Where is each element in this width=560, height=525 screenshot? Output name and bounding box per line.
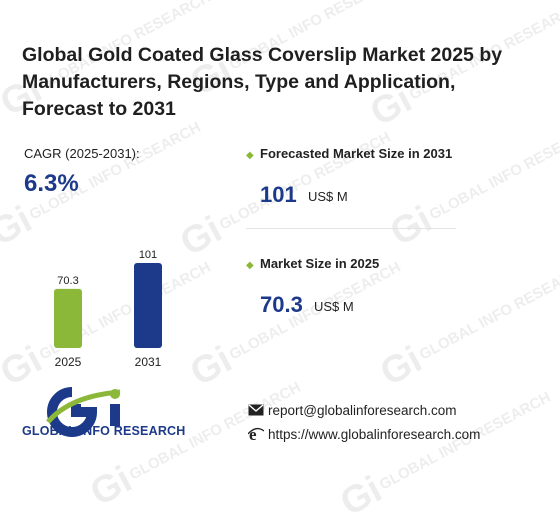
brand-name: GLOBAL INFO RESEARCH <box>22 424 186 438</box>
bullet-icon: ◆ <box>246 150 254 161</box>
bar-2025 <box>54 288 82 348</box>
bar-category-label: 2031 <box>135 355 162 369</box>
market-size-bar-chart: 70.3 2025 101 2031 <box>54 249 162 369</box>
contact-email[interactable]: report@globalinforesearch.com <box>268 403 457 418</box>
cagr-label: CAGR (2025-2031): <box>24 146 140 161</box>
bar-value-label: 70.3 <box>57 275 78 287</box>
browser-e-icon: e <box>248 426 264 442</box>
watermark: GiGLOBAL INFO RESEARCH <box>333 388 554 525</box>
watermark: GiGLOBAL INFO RESEARCH <box>373 258 560 395</box>
bar-value-label: 101 <box>139 249 157 261</box>
forecast-size-title: Forecasted Market Size in 2031 <box>260 146 453 161</box>
global-info-research-logo <box>46 387 121 437</box>
watermark: GiGLOBAL INFO RESEARCH <box>383 118 560 255</box>
stat-divider <box>246 228 456 229</box>
envelope-icon <box>248 404 264 416</box>
page-title: Global Gold Coated Glass Coverslip Marke… <box>22 44 503 120</box>
contact-website[interactable]: https://www.globalinforesearch.com <box>268 427 481 442</box>
bar-2031 <box>134 263 162 348</box>
market-size-unit: US$ M <box>314 299 354 314</box>
market-size-value: 70.3 <box>260 292 303 317</box>
cagr-value: 6.3% <box>24 170 79 197</box>
forecast-size-unit: US$ M <box>308 189 348 204</box>
bullet-icon: ◆ <box>246 260 254 271</box>
svg-text:e: e <box>249 426 257 442</box>
market-size-title: Market Size in 2025 <box>260 256 380 271</box>
bar-category-label: 2025 <box>55 355 82 369</box>
forecast-size-value: 101 <box>260 182 297 207</box>
